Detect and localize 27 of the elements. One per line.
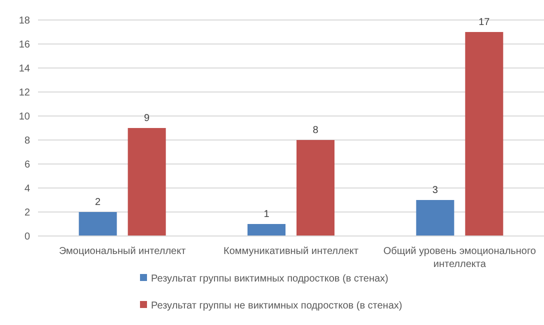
y-tick-label: 10 [18, 112, 30, 122]
y-tick-label: 4 [24, 184, 30, 194]
y-tick-label: 12 [18, 88, 30, 98]
data-label: 3 [432, 185, 438, 196]
bar [296, 140, 334, 236]
data-label: 2 [95, 197, 102, 208]
legend-label: Результат группы не виктимных подростков (в стенах) [151, 300, 402, 312]
bar [248, 224, 286, 236]
y-tick-label: 6 [24, 160, 30, 170]
data-label: 1 [264, 209, 270, 220]
data-label: 17 [478, 17, 490, 28]
legend-label: Результат группы виктимных подростков (в стенах) [151, 274, 388, 284]
bar [416, 200, 454, 236]
y-tick-label: 0 [24, 232, 30, 242]
bar [78, 212, 117, 236]
data-label: 8 [312, 125, 319, 136]
bar [128, 128, 166, 236]
x-tick-label: Коммуникативный интеллект [224, 246, 359, 257]
x-tick-label: Эмоциональный интеллект [58, 246, 186, 257]
data-label: 9 [144, 113, 150, 124]
bar [465, 32, 504, 236]
y-tick-label: 14 [18, 64, 30, 74]
y-tick-label: 8 [24, 136, 30, 146]
x-tick-label: Общий уровень эмоционального интеллекта [383, 246, 536, 270]
y-tick-label: 18 [18, 16, 30, 26]
y-tick-label: 2 [24, 208, 30, 218]
y-tick-label: 16 [18, 40, 30, 50]
